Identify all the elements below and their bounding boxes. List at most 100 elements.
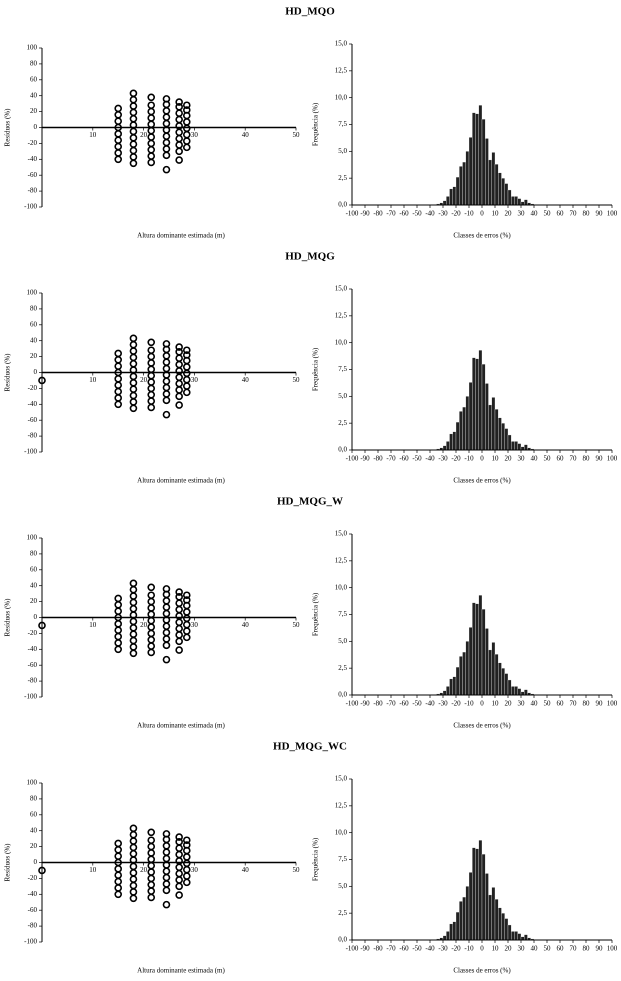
point xyxy=(129,592,138,600)
point xyxy=(147,120,156,129)
bar xyxy=(465,151,470,206)
x-axis-label: Classes de erros (%) xyxy=(453,232,511,240)
x-tick-label: -40 xyxy=(425,945,435,953)
bar xyxy=(511,196,515,206)
y-tick-label: 80 xyxy=(30,305,38,313)
point xyxy=(129,398,138,406)
bar xyxy=(478,840,483,941)
x-tick-label: 30 xyxy=(518,455,526,463)
bar xyxy=(452,186,457,206)
bar xyxy=(511,686,515,696)
point xyxy=(129,604,138,613)
point xyxy=(129,630,138,638)
x-tick-label: 20 xyxy=(505,455,513,463)
x-tick-label: 30 xyxy=(518,700,526,708)
point xyxy=(175,115,183,124)
bar xyxy=(446,196,450,206)
point xyxy=(147,648,156,657)
point xyxy=(162,880,171,888)
point xyxy=(129,108,138,117)
x-tick-label: -20 xyxy=(451,455,461,463)
y-axis-label: Frequência (%) xyxy=(312,837,320,881)
x-axis-label: Altura dominante estimada (m) xyxy=(137,232,225,240)
y-tick-label: -20 xyxy=(28,139,38,147)
point xyxy=(147,378,156,386)
bar xyxy=(481,118,486,206)
point xyxy=(175,838,183,846)
point xyxy=(162,396,171,405)
bar xyxy=(452,431,457,451)
bar xyxy=(449,433,453,451)
point xyxy=(162,383,171,392)
x-tick-label: 90 xyxy=(596,945,604,953)
point xyxy=(162,410,171,419)
point xyxy=(162,622,171,631)
x-tick-label: -90 xyxy=(360,210,370,218)
x-tick-label: -90 xyxy=(360,455,370,463)
bar xyxy=(449,678,453,696)
x-tick-label: 50 xyxy=(293,866,301,874)
point xyxy=(182,346,191,355)
point xyxy=(175,631,183,639)
point xyxy=(175,605,183,614)
bar xyxy=(507,189,512,206)
point xyxy=(129,391,138,400)
bar xyxy=(462,161,466,206)
y-tick-label: 7,5 xyxy=(338,120,347,128)
x-axis-label: Altura dominante estimada (m) xyxy=(137,477,225,485)
point xyxy=(114,381,122,390)
y-tick-label: 7,5 xyxy=(338,610,347,618)
bar xyxy=(465,396,470,451)
point xyxy=(147,107,156,116)
y-tick-label: 15,0 xyxy=(335,40,348,48)
point xyxy=(129,379,138,387)
point xyxy=(147,114,156,122)
point xyxy=(147,893,156,902)
point xyxy=(162,641,171,650)
point xyxy=(129,849,138,858)
bar xyxy=(491,642,496,696)
bar xyxy=(485,138,489,206)
x-tick-label: 50 xyxy=(544,210,552,218)
point xyxy=(129,649,138,658)
point xyxy=(147,101,156,110)
y-tick-label: 0,0 xyxy=(338,936,347,944)
point xyxy=(147,352,156,361)
y-tick-label: -60 xyxy=(28,171,38,179)
point xyxy=(114,375,122,383)
point xyxy=(129,888,138,896)
point xyxy=(114,620,122,628)
point xyxy=(175,141,183,149)
point xyxy=(162,145,171,153)
y-tick-label: 40 xyxy=(30,581,38,589)
point xyxy=(175,833,183,841)
bar xyxy=(485,873,489,941)
point xyxy=(182,124,191,133)
point xyxy=(162,867,171,876)
panel-title: HD_MQG_W xyxy=(277,496,343,508)
bar xyxy=(494,899,499,941)
point xyxy=(129,353,138,362)
bar xyxy=(442,200,447,206)
y-tick-label: -40 xyxy=(28,890,38,898)
y-tick-label: -100 xyxy=(24,938,37,946)
point xyxy=(175,392,183,401)
point xyxy=(114,839,122,848)
point xyxy=(182,388,191,397)
bar xyxy=(485,383,489,451)
point xyxy=(147,139,156,148)
point xyxy=(175,637,183,646)
point xyxy=(147,849,156,857)
point xyxy=(129,114,138,123)
bar xyxy=(488,894,492,941)
bar xyxy=(462,651,466,696)
bar xyxy=(485,628,489,696)
point xyxy=(129,127,138,136)
y-tick-label: -20 xyxy=(28,384,38,392)
x-tick-label: 50 xyxy=(293,376,301,384)
point xyxy=(162,364,171,373)
point xyxy=(182,836,191,845)
bar xyxy=(498,172,502,206)
point xyxy=(129,385,138,393)
point xyxy=(175,646,183,654)
